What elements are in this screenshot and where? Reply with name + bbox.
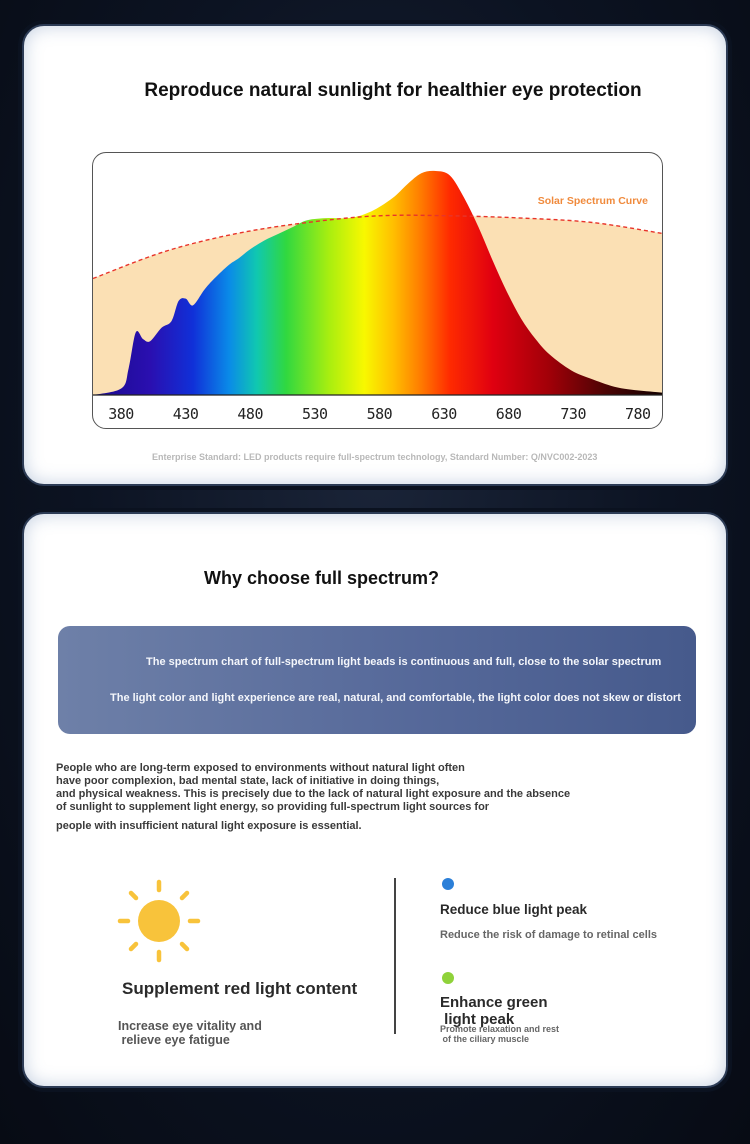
paragraph-line: people with insufficient natural light e…	[56, 820, 362, 832]
banner-line-2: The light color and light experience are…	[110, 692, 681, 704]
spectrum-area	[93, 170, 662, 395]
x-tick-label: 480	[237, 405, 263, 423]
paragraph-line: People who are long-term exposed to envi…	[56, 762, 465, 774]
x-tick-label: 430	[173, 405, 199, 423]
spectrum-card: Reproduce natural sunlight for healthier…	[22, 24, 728, 486]
feature-green-desc-line: of the ciliary muscle	[440, 1034, 530, 1044]
paragraph-line: of sunlight to supplement light energy, …	[56, 801, 490, 813]
feature-blue-title: Reduce blue light peak	[440, 902, 588, 917]
feature-green-title: Enhance green light peak	[440, 994, 548, 1028]
solar-spectrum-line	[93, 214, 662, 280]
feature-green-desc-line: Promote relaxation and rest	[440, 1024, 560, 1034]
feature-red-desc-line: Increase eye vitality and	[118, 1019, 262, 1033]
x-tick-label: 730	[560, 405, 586, 423]
section-title-why: Why choose full spectrum?	[204, 568, 440, 588]
paragraph-line: and physical weakness. This is precisely…	[56, 788, 571, 800]
x-tick-label: 630	[431, 405, 457, 423]
feature-red-desc: Increase eye vitality and relieve eye fa…	[118, 1019, 262, 1047]
feature-red-title: Supplement red light content	[122, 979, 358, 998]
feature-green-title-line: Enhance green	[440, 994, 548, 1011]
feature-green-title-line: light peak	[440, 1011, 515, 1028]
sun-icon	[117, 879, 201, 963]
feature-green-desc: Promote relaxation and rest of the cilia…	[440, 1024, 559, 1044]
feature-divider	[394, 878, 396, 1034]
x-tick-label: 380	[108, 405, 134, 423]
spectrum-chart-svg: 380 430 480 530 580 630 680 730 780	[93, 170, 662, 423]
feature-red-desc-line: relieve eye fatigue	[118, 1033, 230, 1047]
spectrum-banner: The spectrum chart of full-spectrum ligh…	[58, 626, 696, 734]
feature-blue-desc: Reduce the risk of damage to retinal cel…	[440, 929, 658, 941]
standard-note: Enterprise Standard: LED products requir…	[152, 452, 598, 462]
x-tick-label: 580	[367, 405, 393, 423]
why-full-spectrum-card: Why choose full spectrum? The spectrum c…	[22, 512, 728, 1088]
spectrum-chart: 380 430 480 530 580 630 680 730 780 Solar Spectr…	[92, 152, 663, 429]
paragraph-line: have poor complexion, bad mental state, …	[56, 775, 440, 787]
blue-dot-icon	[442, 878, 454, 890]
solar-curve-label: Solar Spectrum Curve	[537, 195, 648, 207]
explanation-paragraph: People who are long-term exposed to envi…	[56, 762, 676, 833]
section-title-sunlight: Reproduce natural sunlight for healthier…	[144, 80, 642, 101]
x-tick-label: 780	[625, 405, 651, 423]
x-tick-label: 680	[496, 405, 522, 423]
green-dot-icon	[442, 972, 454, 984]
x-tick-label: 530	[302, 405, 328, 423]
banner-line-1: The spectrum chart of full-spectrum ligh…	[146, 656, 662, 668]
